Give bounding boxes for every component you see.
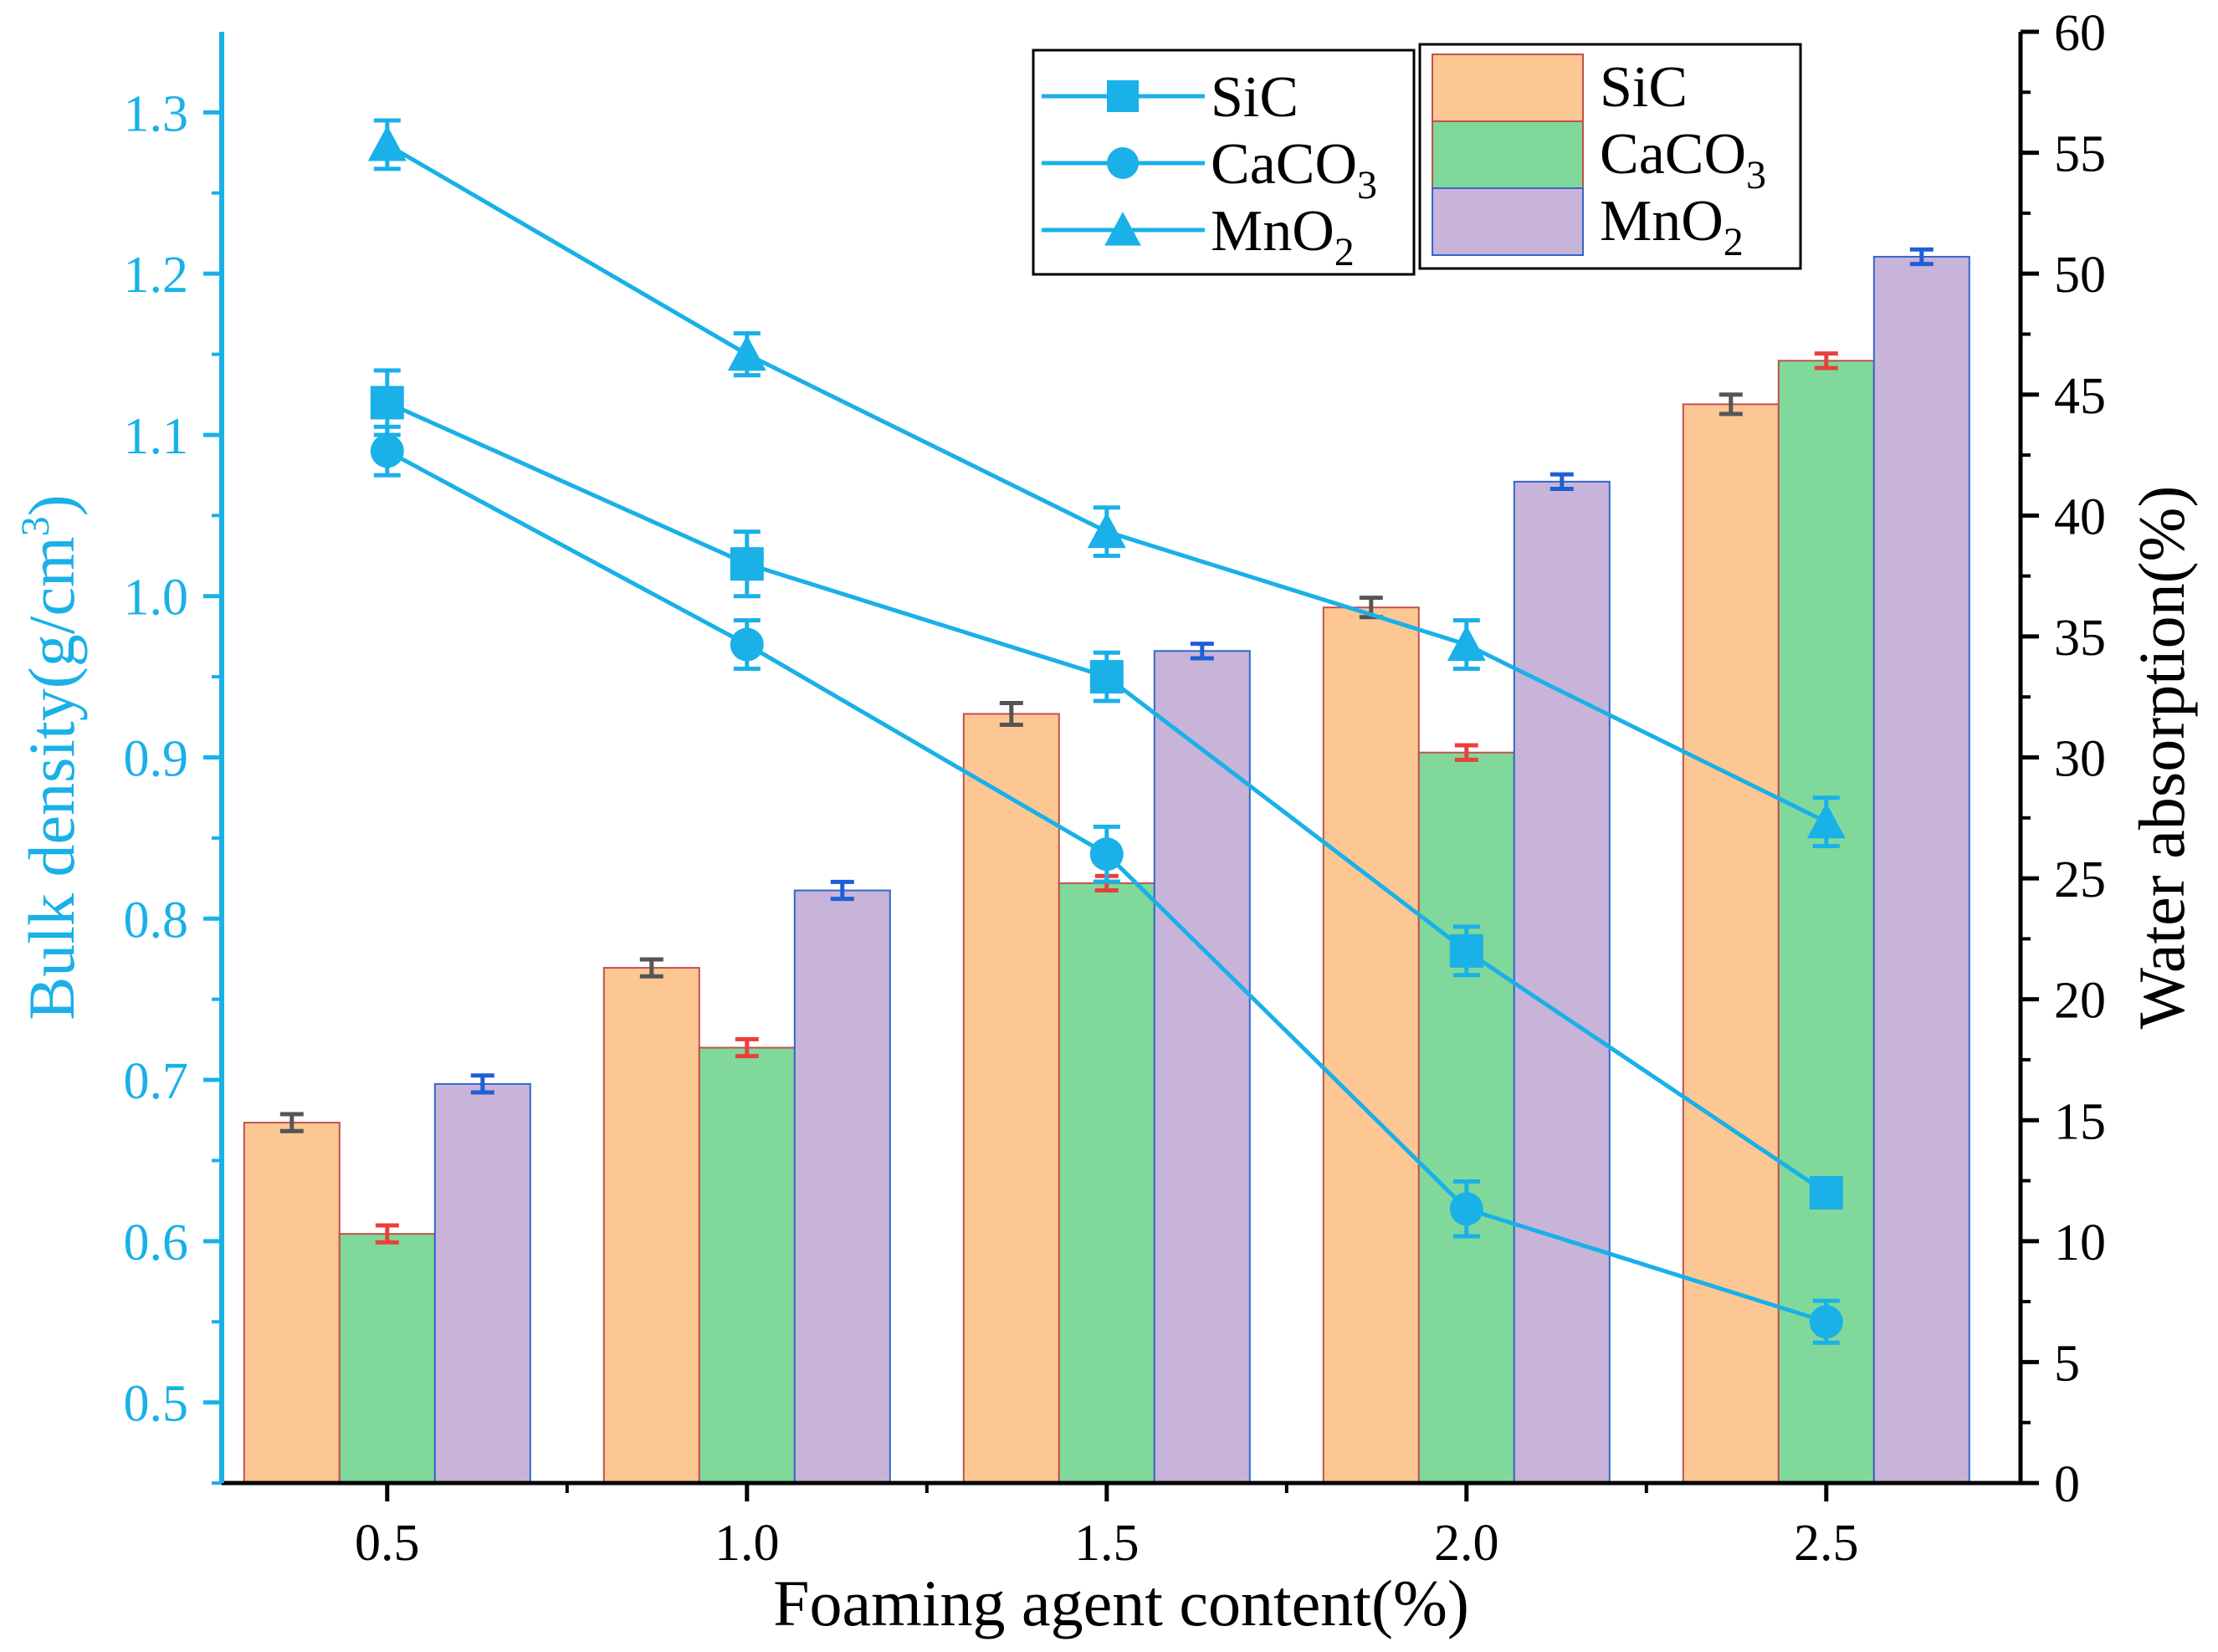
bar-caco-4 xyxy=(1777,360,1875,1484)
bar-sic-0 xyxy=(243,1122,341,1485)
legend-bar-label-0: SiC xyxy=(1600,55,1688,120)
point-caco-0 xyxy=(370,434,404,468)
right-tick-label-1: 5 xyxy=(2054,1335,2080,1392)
bar-sic-3 xyxy=(1322,606,1420,1484)
legend-line-label-1: CaCO3 xyxy=(1211,132,1377,207)
legend-bar-label-2: MnO2 xyxy=(1600,189,1744,264)
left-tick-label-1: 0.6 xyxy=(124,1215,189,1271)
bar-error-sic-4 xyxy=(1719,392,1743,417)
point-sic-3 xyxy=(1449,933,1483,968)
right-tick-label-6: 30 xyxy=(2054,731,2106,788)
right-tick-label-5: 25 xyxy=(2054,852,2106,908)
bar-sic-2 xyxy=(962,713,1060,1484)
point-mno-2 xyxy=(1087,512,1126,549)
point-caco-4 xyxy=(1809,1305,1843,1339)
left-tick-label-6: 1.1 xyxy=(124,408,189,465)
left-axis-label: Bulk density(g/cm3) xyxy=(13,494,88,1020)
bars-layer xyxy=(243,247,1970,1485)
x-tick-label-3: 2.0 xyxy=(1434,1515,1499,1572)
legend-line-label-0: SiC xyxy=(1211,65,1299,130)
legend-bar-swatch-2 xyxy=(1432,187,1584,256)
point-mno-0 xyxy=(367,125,407,161)
point-caco-2 xyxy=(1089,837,1124,872)
point-caco-3 xyxy=(1449,1192,1483,1226)
bar-error-caco-4 xyxy=(1814,351,1838,371)
point-mno-3 xyxy=(1447,625,1486,662)
right-tick-label-9: 45 xyxy=(2054,368,2106,425)
bar-mno-1 xyxy=(793,889,891,1484)
legend-line-label-2: MnO2 xyxy=(1211,199,1355,274)
bar-error-caco-1 xyxy=(735,1036,759,1059)
point-sic-2 xyxy=(1089,660,1124,694)
bar-error-caco-0 xyxy=(375,1223,399,1245)
left-tick-label-8: 1.3 xyxy=(124,85,189,142)
left-tick-label-5: 1.0 xyxy=(124,570,189,627)
lines-layer xyxy=(367,118,1846,1345)
right-tick-label-0: 0 xyxy=(2054,1456,2080,1513)
bar-sic-4 xyxy=(1682,403,1780,1485)
point-sic-0 xyxy=(370,386,404,420)
bar-caco-1 xyxy=(698,1046,796,1484)
right-tick-label-10: 50 xyxy=(2054,247,2106,304)
left-tick-label-2: 0.7 xyxy=(124,1053,189,1110)
right-tick-label-12: 60 xyxy=(2054,5,2106,62)
bar-sic-1 xyxy=(602,967,700,1484)
x-tick-label-2: 1.5 xyxy=(1074,1515,1140,1572)
bar-caco-3 xyxy=(1417,751,1515,1484)
point-sic-1 xyxy=(730,547,764,581)
right-tick-label-2: 10 xyxy=(2054,1215,2106,1271)
bar-error-caco-3 xyxy=(1454,743,1478,762)
x-axis-label: Foaming agent content(%) xyxy=(773,1567,1469,1639)
legend-bar-label-1: CaCO3 xyxy=(1600,122,1766,197)
x-tick-label-1: 1.0 xyxy=(715,1515,780,1572)
left-tick-label-7: 1.2 xyxy=(124,247,189,304)
legend-marker-0 xyxy=(1107,80,1139,112)
bar-error-mno-0 xyxy=(470,1073,494,1095)
legend-bar-swatch-1 xyxy=(1432,120,1584,189)
bar-caco-0 xyxy=(338,1233,436,1484)
bar-mno-0 xyxy=(433,1082,531,1484)
bar-error-mno-3 xyxy=(1550,472,1574,492)
right-tick-label-3: 15 xyxy=(2054,1093,2106,1150)
point-caco-1 xyxy=(730,627,764,662)
point-mno-1 xyxy=(727,335,766,371)
bar-error-sic-1 xyxy=(639,957,663,979)
right-tick-label-4: 20 xyxy=(2054,973,2106,1030)
right-tick-label-7: 35 xyxy=(2054,610,2106,667)
left-tick-label-0: 0.5 xyxy=(124,1376,189,1433)
bar-error-sic-0 xyxy=(279,1112,304,1133)
point-sic-4 xyxy=(1809,1176,1843,1210)
bar-error-mno-2 xyxy=(1190,642,1214,661)
point-mno-4 xyxy=(1806,802,1846,839)
bar-mno-3 xyxy=(1513,480,1611,1484)
bar-mno-4 xyxy=(1872,255,1970,1484)
x-tick-label-0: 0.5 xyxy=(355,1515,420,1572)
left-tick-label-4: 0.9 xyxy=(124,731,189,788)
bar-caco-2 xyxy=(1058,882,1155,1485)
legend-bar-swatch-0 xyxy=(1432,54,1584,122)
bar-error-sic-2 xyxy=(999,700,1023,727)
legend-marker-1 xyxy=(1107,147,1139,179)
bar-error-mno-1 xyxy=(830,879,854,902)
axes-layer: 0.5 1.0 1.5 2.0 2.5 0.5 0.6 0.7 0.8 0.9 1.0 1.1 1.2 1… xyxy=(13,5,2198,1572)
bar-error-mno-4 xyxy=(1909,247,1934,267)
x-tick-label-4: 2.5 xyxy=(1794,1515,1859,1572)
right-tick-label-11: 55 xyxy=(2054,126,2106,183)
right-tick-label-8: 40 xyxy=(2054,488,2106,545)
left-tick-label-3: 0.8 xyxy=(124,892,189,949)
right-axis-label: Water absorption(%) xyxy=(2125,486,2198,1030)
legend-marker-2 xyxy=(1104,212,1141,246)
